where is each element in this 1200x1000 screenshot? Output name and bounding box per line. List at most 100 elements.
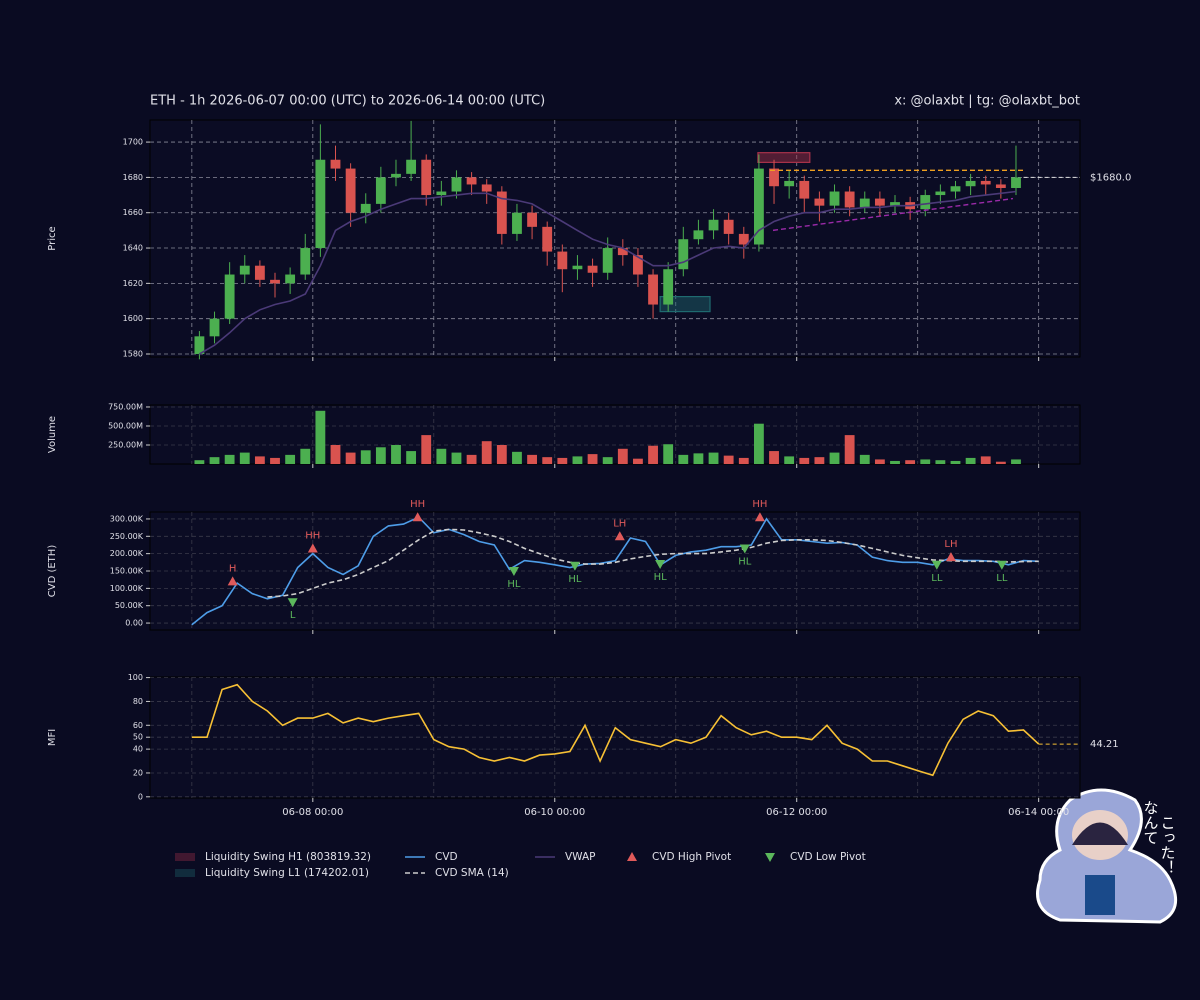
candle-body — [814, 198, 825, 206]
pivot-marker — [655, 560, 666, 570]
x-tick-label: 06-14 00:00 — [1008, 807, 1069, 818]
candle-body — [708, 219, 719, 231]
y-tick-label: 200.00K — [110, 549, 144, 558]
legend-label: Liquidity Swing H1 (803819.32) — [205, 851, 371, 863]
candle-body — [512, 212, 522, 234]
candle-body — [723, 219, 734, 234]
y-tick-label: 0 — [138, 792, 143, 801]
sticker: なんて こった！ — [1036, 788, 1178, 924]
candle-body — [920, 195, 931, 210]
volume-bar — [965, 457, 976, 464]
candle-body — [965, 180, 976, 187]
pivot-marker — [739, 544, 750, 554]
candle-body — [890, 202, 900, 206]
pivot-label: LL — [996, 573, 1008, 584]
y-tick-label: 1600 — [123, 314, 143, 323]
panel — [149, 119, 1081, 358]
pivot-marker — [569, 561, 580, 571]
candle-body — [753, 168, 764, 245]
volume-bar — [466, 454, 477, 464]
volume-bar — [224, 454, 235, 464]
candle-body — [406, 159, 417, 174]
candle-body — [315, 159, 326, 249]
series-line — [191, 516, 1039, 626]
level-line — [772, 197, 1014, 232]
volume-bar — [330, 444, 341, 464]
volume-bar — [708, 452, 719, 464]
y-tick-label: 40 — [133, 745, 143, 754]
volume-bar — [874, 459, 885, 464]
pivot-label: HH — [305, 530, 320, 541]
candle-body — [527, 212, 537, 227]
legend-swatch — [175, 869, 195, 877]
volume-bar — [602, 457, 613, 464]
volume-bar — [633, 458, 643, 464]
candle-body — [345, 168, 356, 213]
volume-bar — [905, 460, 916, 464]
legend: Liquidity Swing H1 (803819.32) Liquidity … — [175, 851, 866, 879]
legend-swatch — [175, 853, 195, 861]
volume-bar — [270, 457, 280, 464]
chart-title: ETH - 1h 2026-06-07 00:00 (UTC) to 2026-… — [150, 94, 545, 109]
volume-bar — [451, 452, 462, 464]
volume-bar — [360, 450, 371, 464]
sticker-hair — [1072, 822, 1128, 845]
volume-bar — [859, 454, 870, 464]
volume-bar — [557, 457, 568, 464]
volume-bar — [935, 460, 946, 464]
last-value-label: 44.21 — [1090, 739, 1119, 750]
pivot-marker — [945, 552, 956, 562]
volume-bar — [784, 456, 795, 464]
candle-body — [391, 173, 401, 178]
volume-bar — [406, 451, 417, 464]
series-line — [267, 528, 1039, 598]
candle-body — [1011, 177, 1021, 188]
volume-bar — [239, 452, 250, 464]
candle-body — [648, 274, 658, 305]
volume-bar — [738, 457, 749, 464]
y-tick-label: 60 — [133, 721, 143, 730]
candle-body — [194, 336, 205, 354]
pivot-marker — [287, 598, 298, 608]
candle-body — [633, 255, 643, 275]
y-tick-label: 750.00M — [108, 402, 143, 411]
pivot-label: HL — [654, 572, 668, 583]
y-tick-label: 250.00K — [110, 532, 144, 541]
volume-bar — [496, 444, 507, 464]
volume-bar — [391, 444, 401, 464]
sticker-text: なんて — [1142, 800, 1160, 845]
candle-body — [663, 269, 674, 305]
volume-bar — [345, 452, 356, 464]
candle-body — [466, 177, 477, 185]
volume-bar — [421, 435, 432, 464]
y-tick-label: 1700 — [123, 138, 143, 147]
legend-label: Liquidity Swing L1 (174202.01) — [205, 867, 369, 879]
y-tick-label: 250.00M — [108, 440, 143, 449]
pivot-label: LH — [944, 539, 957, 550]
candle-body — [859, 198, 870, 208]
y-tick-label: 150.00K — [110, 567, 144, 576]
candle-body — [300, 248, 311, 275]
candle-body — [784, 180, 795, 187]
candle-body — [935, 191, 946, 196]
pivot-label: HL — [738, 556, 752, 567]
candle-body — [693, 230, 704, 240]
volume-bar — [648, 445, 658, 464]
y-axis-label: CVD (ETH) — [47, 545, 58, 598]
candle-body — [496, 191, 507, 234]
candle-body — [239, 265, 250, 275]
pivot-marker — [754, 512, 765, 522]
candle-body — [995, 184, 1006, 188]
volume-bar — [300, 448, 311, 464]
volume-bar — [693, 453, 704, 464]
pivot-label: H — [229, 563, 237, 574]
x-tick-label: 06-08 00:00 — [282, 807, 343, 818]
y-tick-label: 300.00K — [110, 514, 144, 523]
volume-bar — [617, 448, 628, 464]
y-tick-label: 1680 — [123, 173, 143, 182]
candle-body — [270, 279, 280, 284]
pivot-marker — [227, 576, 238, 586]
volume-bar — [512, 451, 522, 464]
